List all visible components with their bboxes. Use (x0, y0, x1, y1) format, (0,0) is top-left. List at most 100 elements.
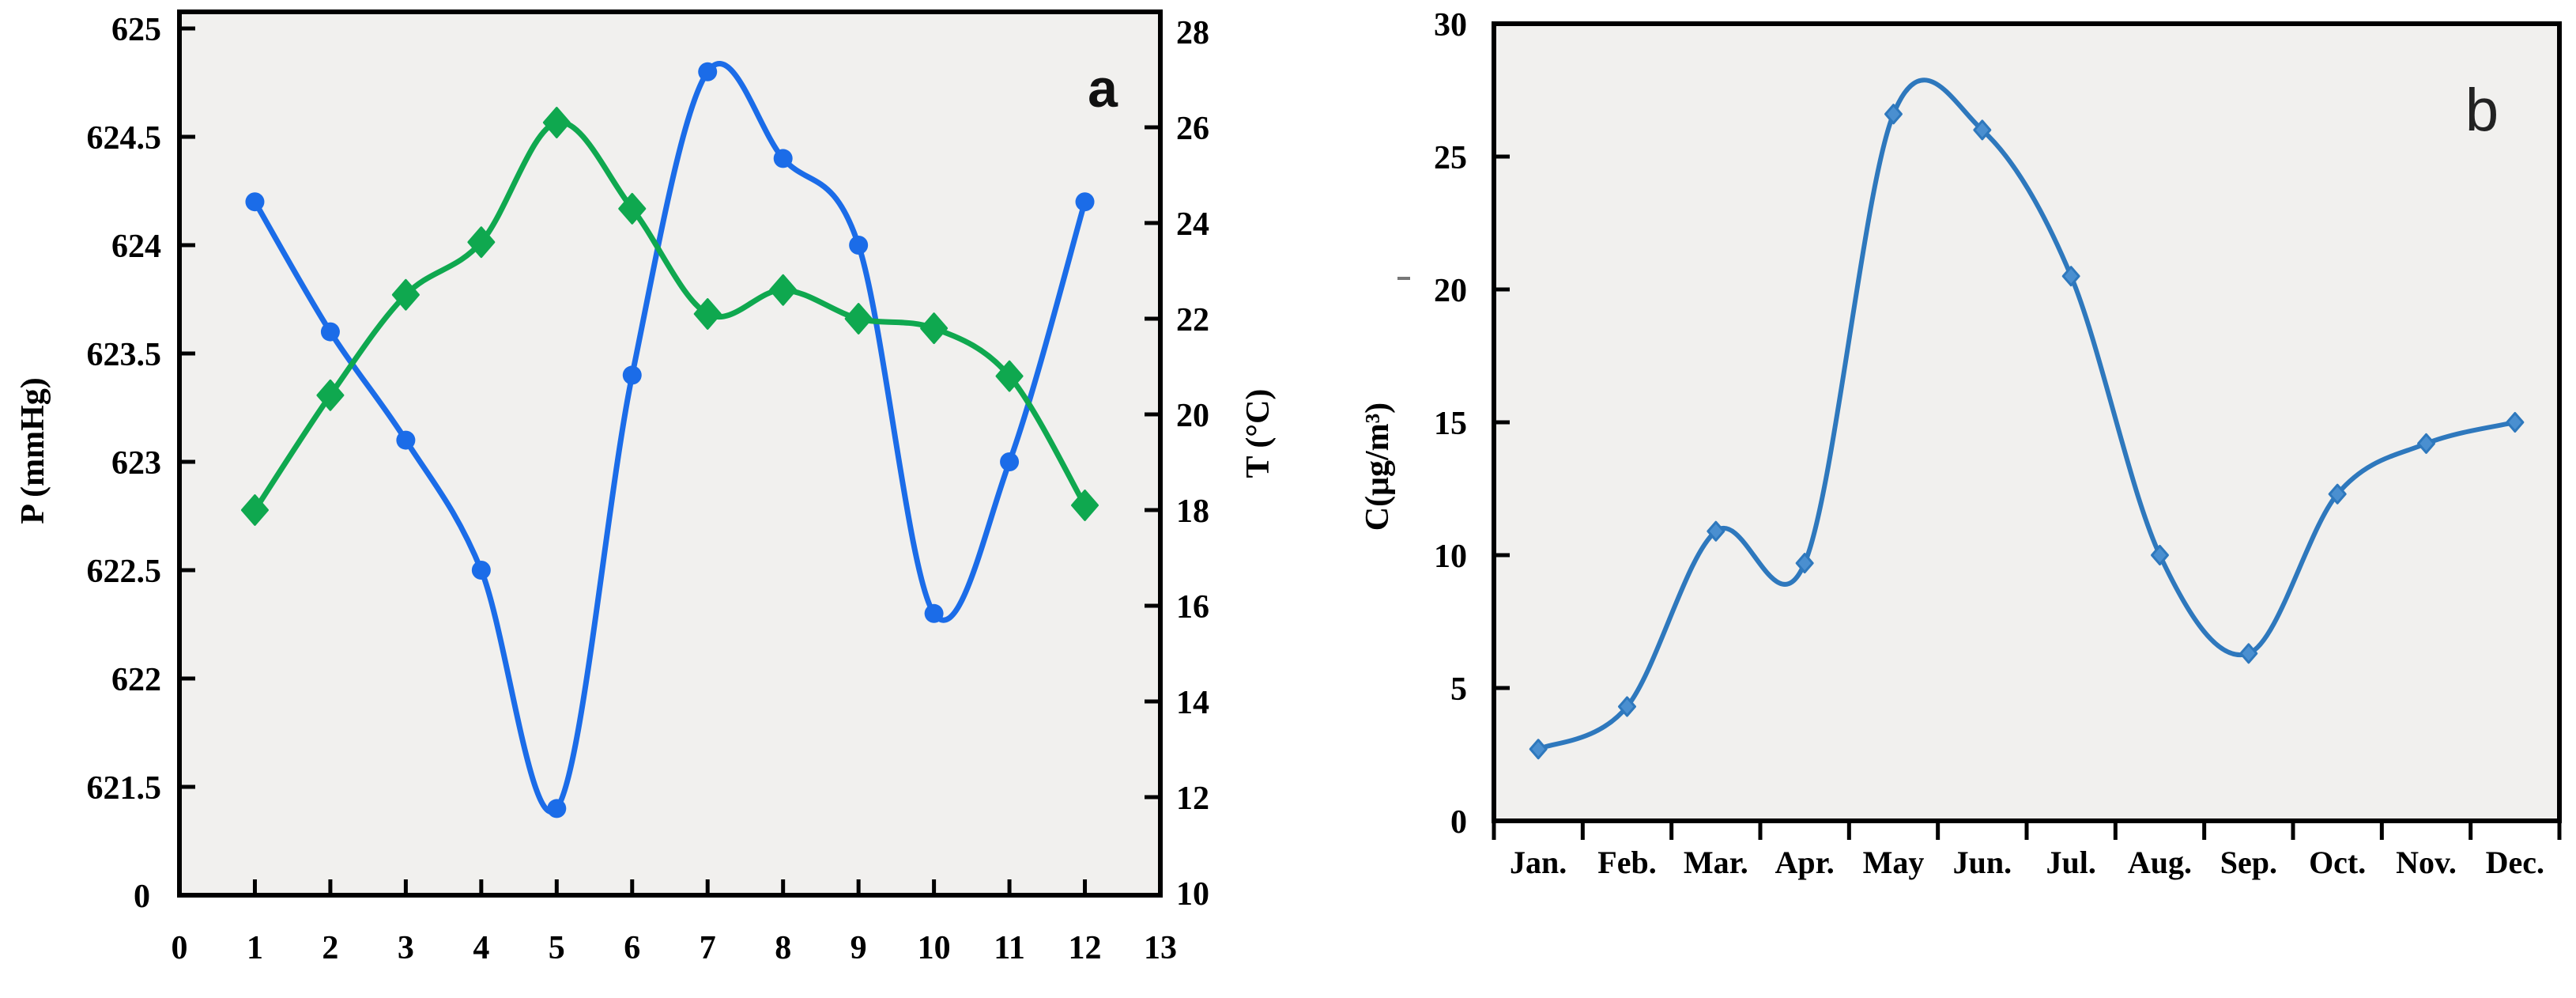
data-point-marker (2061, 266, 2080, 287)
x-category-label: Oct. (2309, 845, 2366, 880)
y-right-tick-label: 10 (1176, 876, 1209, 913)
x-category-label: May (1863, 845, 1925, 880)
data-point-marker (2328, 483, 2347, 505)
x-tick-label: 1 (247, 930, 263, 966)
data-point-marker (245, 192, 265, 212)
data-point-marker (320, 322, 340, 342)
y-right-tick-label: 22 (1176, 302, 1209, 338)
panel-a: 625624.5624623.5623622.5622621.502826242… (15, 9, 1277, 966)
x-tick-label: 13 (1144, 930, 1177, 966)
x-tick-label: 6 (624, 930, 640, 966)
y-left-tick-label: 624 (111, 229, 161, 265)
panel-a-letter: a (1088, 59, 1118, 119)
y-right-tick-label: 14 (1176, 685, 1209, 721)
x-category-label: Nov. (2396, 845, 2457, 880)
x-tick-label: 7 (700, 930, 716, 966)
panel-b-plot: 0 5 10 15 20 25 30 Jan. Feb. Mar. Apr. May Jun. Jul. A… (1434, 7, 2562, 880)
x-tick-label: 2 (322, 930, 338, 966)
panel-a-frame (177, 9, 1163, 898)
data-point-marker (2417, 433, 2435, 454)
data-point-marker (1529, 739, 1548, 760)
data-point-marker (622, 365, 642, 385)
data-point-marker (849, 236, 869, 255)
series-line-pressure (252, 61, 1088, 815)
data-point-marker (467, 226, 496, 259)
y-tick-label: 0 (1450, 804, 1467, 841)
x-category-label: Jan. (1510, 845, 1567, 880)
data-point-marker (1884, 104, 1903, 125)
data-point-marker (2151, 545, 2169, 565)
data-point-marker (240, 494, 269, 526)
data-point-marker (2506, 412, 2525, 433)
y-tick-label: 5 (1450, 671, 1467, 708)
data-point-marker (844, 303, 873, 335)
y-left-tick-label: 624.5 (87, 120, 162, 157)
x-tick-label: 9 (850, 930, 867, 966)
panel-a-left-axis-title: P (mmHg) (15, 377, 51, 524)
y-tick-label: 30 (1434, 7, 1467, 43)
data-point-marker (1000, 452, 1020, 471)
panel-b-y-axis-title: C(μg/m³) (1360, 403, 1396, 531)
y-left-break-label: 0 (134, 879, 150, 915)
y-left-tick-label: 622 (111, 662, 161, 698)
x-category-label: Feb. (1597, 845, 1656, 880)
data-point-marker (391, 278, 420, 311)
x-tick-label: 8 (775, 930, 791, 966)
y-right-tick-label: 26 (1176, 111, 1209, 147)
data-point-marker (1075, 192, 1095, 212)
y-left-tick-label: 623 (111, 445, 161, 482)
data-point-marker (1973, 119, 1992, 141)
data-point-marker (547, 799, 567, 818)
x-category-label: Jun. (1953, 845, 2012, 880)
x-tick-label: 10 (918, 930, 951, 966)
x-tick-label: 11 (994, 930, 1025, 966)
y-left-tick-label: 623.5 (87, 337, 162, 373)
y-left-tick-label: 621.5 (87, 770, 162, 807)
y-right-tick-label: 12 (1176, 781, 1209, 817)
data-point-marker (316, 379, 345, 411)
data-point-marker (618, 192, 647, 225)
y-right-tick-label: 24 (1176, 206, 1209, 243)
x-category-label: Jul. (2046, 845, 2095, 880)
x-tick-label: 3 (398, 930, 414, 966)
data-point-marker (542, 107, 571, 138)
data-point-marker (1707, 520, 1726, 542)
data-point-marker (698, 62, 718, 81)
panel-b-letter: b (2465, 77, 2499, 144)
x-tick-label: 4 (473, 930, 489, 966)
x-category-label: Sep. (2220, 845, 2277, 880)
data-point-marker (769, 274, 798, 306)
panel-a-plot: 625624.5624623.5623622.5622621.502826242… (87, 12, 1210, 966)
data-point-marker (2239, 643, 2258, 664)
y-tick-label: 25 (1434, 140, 1467, 176)
x-category-label: Mar. (1684, 845, 1748, 880)
y-tick-label: 10 (1434, 539, 1467, 575)
x-tick-label: 12 (1069, 930, 1102, 966)
y-right-tick-label: 16 (1176, 589, 1209, 626)
y-tick-label: 15 (1434, 406, 1467, 442)
y-tick-label: 20 (1434, 273, 1467, 309)
data-point-marker (924, 603, 944, 623)
y-right-tick-label: 18 (1176, 493, 1209, 530)
y-right-tick-label: 28 (1176, 15, 1209, 51)
x-category-label: Aug. (2128, 845, 2192, 880)
data-point-marker (1618, 696, 1636, 717)
data-point-marker (1071, 490, 1099, 521)
data-point-marker (1795, 553, 1814, 574)
data-point-marker (693, 298, 722, 330)
x-tick-label: 5 (549, 930, 565, 966)
x-category-label: Apr. (1775, 845, 1835, 880)
data-point-marker (396, 430, 416, 450)
y-left-tick-label: 622.5 (87, 554, 162, 590)
panel-b-frame (1492, 21, 2562, 823)
data-point-marker (471, 561, 491, 580)
panel-b: 0 5 10 15 20 25 30 Jan. Feb. Mar. Apr. May Jun. Jul. A… (1360, 7, 2562, 880)
y-left-tick-label: 625 (111, 12, 161, 48)
y-right-tick-label: 20 (1176, 398, 1209, 434)
panel-a-right-axis-title: T (°C) (1240, 389, 1277, 478)
data-point-marker (920, 312, 949, 344)
x-tick-label: 0 (172, 930, 188, 966)
x-category-label: Dec. (2486, 845, 2544, 880)
